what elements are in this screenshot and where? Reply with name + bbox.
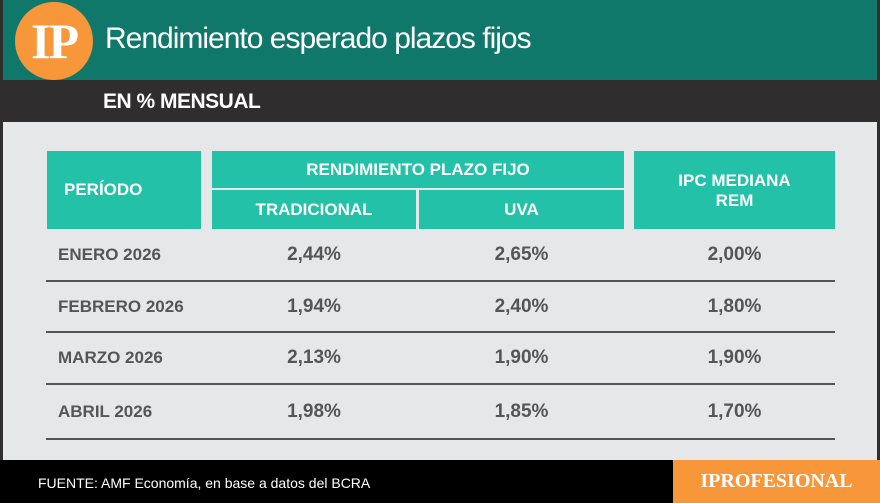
uva-cell: 1,85%: [494, 400, 549, 422]
period-cell: ENERO 2026: [58, 245, 161, 264]
ipc-cell: 1,90%: [707, 347, 762, 368]
header-rendimiento: RENDIMIENTO PLAZO FIJO: [212, 151, 624, 188]
uva-cell: 2,65%: [494, 244, 549, 265]
page-title: Rendimiento esperado plazos fijos: [105, 22, 532, 55]
tradicional-cell: 1,98%: [287, 400, 341, 422]
header-bar: IP Rendimiento esperado plazos fijos: [3, 0, 877, 80]
uva-cell: 1,90%: [494, 347, 549, 368]
table-row: FEBRERO 2026 1,94% 2,40% 1,80%: [46, 282, 835, 333]
ipc-cell: 2,00%: [707, 244, 762, 265]
tradicional-cell: 1,94%: [287, 295, 341, 317]
subtitle: EN % MENSUAL: [103, 90, 261, 113]
header-period: PERÍODO: [47, 151, 201, 229]
table-row: ABRIL 2026 1,98% 1,85% 1,70%: [46, 385, 835, 440]
footer: FUENTE: AMF Economía, en base a datos de…: [0, 460, 880, 503]
table-row: MARZO 2026 2,13% 1,90% 1,90%: [46, 333, 835, 385]
source-note: FUENTE: AMF Economía, en base a datos de…: [38, 475, 371, 491]
ipc-cell: 1,80%: [707, 295, 762, 317]
tradicional-cell: 2,44%: [287, 244, 341, 265]
ipc-cell: 1,70%: [707, 400, 762, 422]
header-ipc: IPC MEDIANA REM: [634, 151, 835, 229]
uva-cell: 2,40%: [494, 295, 549, 317]
table-row: ENERO 2026 2,44% 2,65% 2,00%: [46, 230, 835, 282]
brand-logo: IPROFESIONAL: [673, 460, 880, 503]
period-cell: ABRIL 2026: [58, 401, 153, 421]
header-tradicional: TRADICIONAL: [212, 190, 416, 229]
header-uva: UVA: [419, 190, 624, 229]
period-cell: MARZO 2026: [58, 348, 163, 367]
tradicional-cell: 2,13%: [287, 347, 341, 368]
ip-logo: IP: [15, 2, 93, 80]
period-cell: FEBRERO 2026: [58, 296, 184, 316]
